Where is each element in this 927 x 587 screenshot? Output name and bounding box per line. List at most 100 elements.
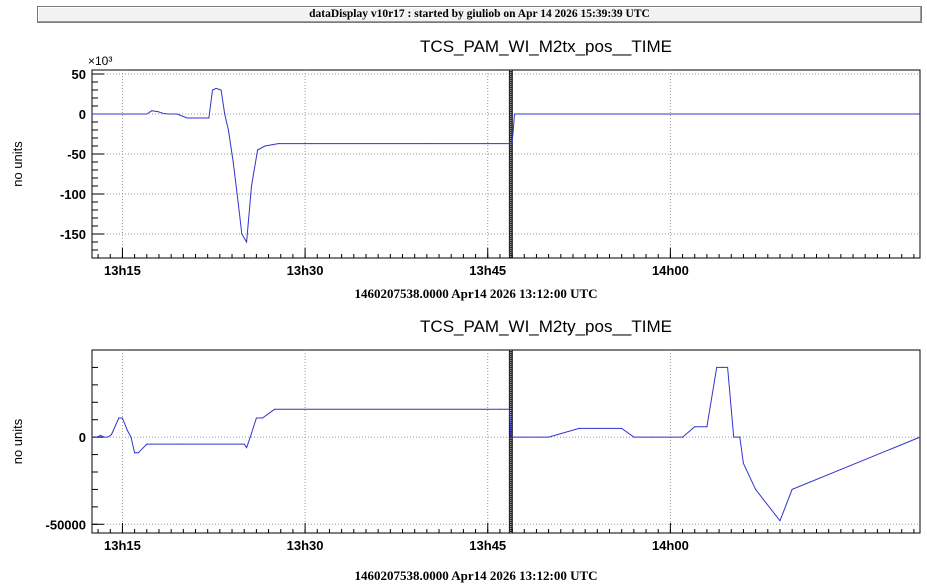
data-point xyxy=(727,366,729,368)
data-point xyxy=(365,408,367,410)
series-line xyxy=(92,366,921,522)
y-tick-label: -50 xyxy=(67,147,86,162)
plot-title: TCS_PAM_WI_M2ty_pos__TIME xyxy=(420,317,672,336)
data-point xyxy=(146,113,148,115)
data-point xyxy=(514,436,515,438)
data-point xyxy=(176,113,178,115)
data-point xyxy=(227,129,229,131)
data-point xyxy=(779,520,781,522)
x-tick-label: 14h00 xyxy=(652,263,689,278)
data-point xyxy=(167,113,168,115)
data-point xyxy=(257,149,259,151)
data-point xyxy=(499,408,501,410)
y-tick-label: 0 xyxy=(79,430,86,445)
data-point xyxy=(596,427,598,429)
data-point xyxy=(742,462,744,464)
data-point xyxy=(237,201,239,203)
data-point xyxy=(682,436,684,438)
data-point xyxy=(162,112,164,114)
data-point xyxy=(130,436,132,438)
data-point xyxy=(277,143,279,145)
data-point xyxy=(304,143,306,145)
data-point xyxy=(91,436,93,438)
data-point xyxy=(157,111,159,113)
data-point xyxy=(509,143,511,145)
data-point xyxy=(755,488,757,490)
x-tick-label: 13h30 xyxy=(287,263,324,278)
data-point xyxy=(208,117,210,119)
y-multiplier: ×10³ xyxy=(88,54,112,68)
data-point xyxy=(111,434,112,435)
data-point xyxy=(182,443,184,445)
data-point xyxy=(512,129,514,131)
data-point xyxy=(274,408,276,410)
y-tick-label: -50000 xyxy=(46,517,86,532)
data-point xyxy=(621,427,623,429)
y-tick-label: 50 xyxy=(72,67,86,82)
data-point xyxy=(243,443,245,445)
window-title-bar: dataDisplay v10r17 : started by giuliob … xyxy=(37,6,922,23)
data-point xyxy=(212,89,213,91)
data-point xyxy=(246,241,248,243)
data-point xyxy=(733,436,735,438)
data-point xyxy=(514,113,515,115)
data-point xyxy=(146,443,148,445)
data-point xyxy=(107,436,109,438)
x-tick-label: 13h45 xyxy=(469,263,506,278)
data-point xyxy=(919,436,921,438)
data-point xyxy=(220,89,222,91)
data-point xyxy=(232,161,234,163)
data-point xyxy=(694,426,696,428)
data-point xyxy=(706,426,708,428)
data-point xyxy=(121,417,123,419)
plot-frame xyxy=(91,349,921,534)
y-axis-label: no units xyxy=(10,418,25,464)
series-line xyxy=(92,87,920,244)
data-point xyxy=(499,143,501,145)
x-tick-label: 13h15 xyxy=(104,263,141,278)
x-axis-label: 1460207538.0000 Apr14 2026 13:12:00 UTC xyxy=(354,286,597,301)
data-point xyxy=(651,436,653,438)
time-marker xyxy=(508,350,513,533)
data-point xyxy=(791,113,793,115)
data-point xyxy=(224,113,226,115)
data-point xyxy=(722,366,724,368)
x-tick-label: 13h30 xyxy=(287,538,324,553)
plot-2: TCS_PAM_WI_M2ty_pos__TIME 0 -50000 13h15 13h… xyxy=(10,317,921,583)
data-point xyxy=(264,145,266,147)
y-tick-label: -150 xyxy=(60,227,86,242)
data-point xyxy=(791,488,793,490)
data-point xyxy=(511,142,513,144)
data-point xyxy=(251,185,252,187)
y-tick-label: 0 xyxy=(79,107,86,122)
data-point xyxy=(103,436,105,438)
plot-frame xyxy=(91,69,921,259)
data-point xyxy=(669,113,671,115)
data-point xyxy=(126,429,128,431)
data-point xyxy=(118,417,120,419)
data-point xyxy=(197,117,199,119)
data-point xyxy=(426,143,428,145)
data-point xyxy=(134,452,136,454)
data-point xyxy=(186,117,188,119)
x-axis-label: 1460207538.0000 Apr14 2026 13:12:00 UTC xyxy=(354,568,597,583)
data-point xyxy=(246,447,248,449)
data-point xyxy=(100,434,101,436)
data-point xyxy=(91,113,93,115)
plot-title: TCS_PAM_WI_M2tx_pos__TIME xyxy=(420,37,672,56)
y-axis-label: no units xyxy=(10,141,25,187)
data-point xyxy=(523,113,525,115)
x-tick-label: 13h15 xyxy=(104,538,141,553)
data-point xyxy=(241,233,243,235)
data-point xyxy=(509,408,511,410)
data-point xyxy=(249,436,251,438)
data-point xyxy=(262,417,263,419)
plot-1: TCS_PAM_WI_M2tx_pos__TIME 50 0 -50 -100 -150 1… xyxy=(10,37,921,301)
data-point xyxy=(215,87,217,89)
y-tick-label: -100 xyxy=(60,187,86,202)
data-point xyxy=(96,436,98,438)
x-tick-label: 14h00 xyxy=(652,538,689,553)
data-point xyxy=(716,366,718,368)
data-point xyxy=(510,436,512,438)
